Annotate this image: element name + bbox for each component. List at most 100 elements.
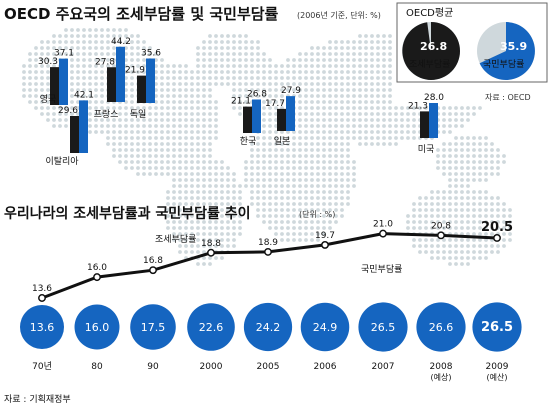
tax-point bbox=[264, 247, 272, 256]
national-circle bbox=[74, 304, 120, 350]
oecd-tax-value: 26.8 bbox=[420, 40, 447, 53]
oecd-tax-label: 조세부담률 bbox=[409, 58, 450, 70]
tax-point-label: 19.7 bbox=[315, 231, 335, 241]
tax-value-label: 29.6 bbox=[58, 106, 78, 116]
tax-value-label: 30.3 bbox=[38, 57, 58, 67]
national-value-label: 28.0 bbox=[424, 93, 444, 103]
national-bar bbox=[59, 58, 68, 105]
national-circle-label: 26.5 bbox=[371, 321, 396, 334]
country-label: 영국 bbox=[40, 94, 57, 105]
tax-series-annotation: 조세부담률 bbox=[155, 233, 196, 245]
national-bar bbox=[429, 103, 438, 138]
source-ministry: 자료 : 기획재정부 bbox=[4, 393, 71, 405]
tax-bar bbox=[107, 67, 116, 102]
national-circle-label: 26.6 bbox=[429, 321, 454, 334]
national-bar bbox=[79, 100, 88, 153]
tax-point-label: 13.6 bbox=[32, 284, 52, 294]
year-sublabel: (예산) bbox=[487, 372, 508, 382]
year-label: 2008 bbox=[430, 362, 453, 372]
national-circle-label: 26.5 bbox=[481, 320, 513, 335]
country-label: 독일 bbox=[130, 109, 147, 120]
main-title: OECD 주요국의 조세부담률 및 국민부담률 bbox=[4, 5, 279, 23]
year-label: 80 bbox=[91, 362, 103, 372]
country-label: 프랑스 bbox=[94, 108, 119, 120]
tax-point bbox=[207, 248, 215, 257]
national-value-label: 27.9 bbox=[281, 86, 301, 96]
tax-value-label: 21.1 bbox=[231, 97, 251, 107]
source-oecd: 자료 : OECD bbox=[485, 93, 531, 102]
trend-title: 우리나라의 조세부담률과 국민부담률 추이 bbox=[4, 205, 250, 222]
tax-value-label: 21.9 bbox=[125, 66, 145, 76]
tax-point bbox=[93, 273, 101, 282]
tax-bar bbox=[70, 116, 79, 153]
national-value-label: 37.1 bbox=[54, 49, 74, 59]
tax-value-label: 27.8 bbox=[95, 57, 115, 67]
tax-bar bbox=[50, 67, 59, 105]
tax-bar bbox=[137, 75, 146, 103]
national-circle bbox=[130, 304, 176, 350]
country-label: 이탈리아 bbox=[45, 156, 79, 167]
national-circle bbox=[358, 302, 408, 352]
oecd-national-value: 35.9 bbox=[500, 40, 527, 53]
year-label: 2000 bbox=[200, 362, 223, 372]
year-label: 70년 bbox=[32, 361, 52, 372]
year-label: 2006 bbox=[314, 362, 337, 372]
country-label: 일본 bbox=[274, 136, 291, 147]
national-value-label: 35.6 bbox=[141, 49, 161, 59]
tax-point-label: 16.0 bbox=[87, 263, 107, 273]
oecd-national-label: 국민부담률 bbox=[483, 58, 524, 70]
oecd-tax-pie: 26.8 조세부담률 bbox=[402, 22, 460, 80]
tax-point bbox=[493, 234, 501, 242]
year-label: 2005 bbox=[257, 362, 280, 372]
national-circle bbox=[300, 302, 350, 352]
national-circle bbox=[187, 303, 235, 351]
national-value-label: 44.2 bbox=[111, 37, 131, 47]
tax-bar bbox=[420, 111, 429, 138]
tax-point bbox=[321, 240, 329, 249]
national-bar bbox=[252, 99, 261, 133]
tax-point-label: 20.5 bbox=[481, 220, 513, 235]
trend-line-chart: 13.6 16.0 16.8 18.8 18.9 19.7 21.0 20.8 20.5 13.6… bbox=[20, 220, 522, 382]
national-value-label: 42.1 bbox=[74, 90, 94, 100]
national-circle-label: 13.6 bbox=[30, 321, 55, 334]
year-label: 2009 bbox=[486, 362, 509, 372]
national-circle-label: 22.6 bbox=[199, 321, 224, 334]
national-bar bbox=[116, 46, 125, 102]
title-note: (2006년 기준, 단위: %) bbox=[297, 10, 381, 20]
national-bar bbox=[286, 96, 295, 131]
national-circle bbox=[20, 305, 64, 349]
national-circle-label: 24.2 bbox=[256, 321, 281, 334]
national-value-label: 26.8 bbox=[247, 90, 267, 100]
country-label: 미국 bbox=[418, 144, 435, 155]
trend-unit-note: (단위 : %) bbox=[299, 209, 335, 219]
oecd-average-title: OECD평균 bbox=[406, 7, 453, 19]
tax-point-label: 20.8 bbox=[431, 221, 451, 231]
national-circle-label: 16.0 bbox=[85, 321, 110, 334]
tax-point-label: 16.8 bbox=[143, 256, 163, 266]
national-circle bbox=[243, 302, 293, 352]
national-circle bbox=[416, 302, 466, 352]
tax-value-label: 21.3 bbox=[408, 101, 428, 111]
national-circle bbox=[472, 302, 522, 352]
national-circle-label: 24.9 bbox=[313, 321, 338, 334]
country-label: 한국 bbox=[240, 136, 257, 147]
oecd-average-box: OECD평균 26.8 조세부담률 35.9 국민부담률 bbox=[396, 2, 548, 83]
tax-value-label: 17.7 bbox=[265, 99, 285, 109]
national-series-annotation: 국민부담률 bbox=[361, 263, 402, 275]
tax-bar bbox=[277, 108, 286, 131]
year-sublabel: (예상) bbox=[431, 372, 452, 382]
oecd-national-pie: 35.9 국민부담률 bbox=[477, 22, 535, 80]
tax-point-label: 18.8 bbox=[201, 239, 221, 249]
year-label: 90 bbox=[147, 362, 159, 372]
tax-point-label: 18.9 bbox=[258, 238, 278, 248]
tax-point bbox=[38, 294, 46, 302]
tax-point bbox=[379, 229, 387, 238]
tax-bar bbox=[243, 106, 252, 133]
tax-point bbox=[437, 231, 445, 240]
tax-point-label: 21.0 bbox=[373, 220, 393, 230]
national-circle-label: 17.5 bbox=[141, 321, 166, 334]
tax-point bbox=[149, 266, 157, 275]
